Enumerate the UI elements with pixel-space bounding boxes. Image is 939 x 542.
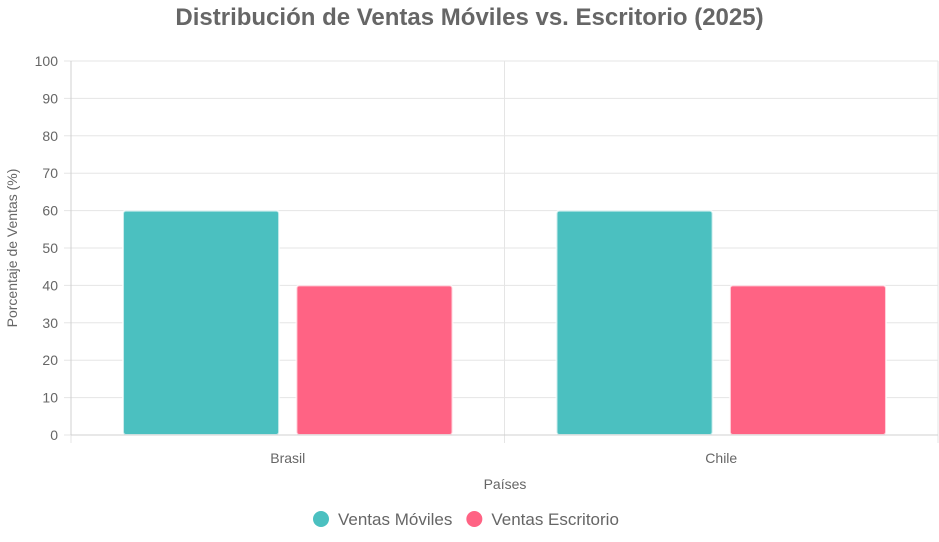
y-tick-label: 70 — [42, 165, 58, 181]
axes: 0 10 20 30 40 50 60 70 80 90 100 Brasil Chile — [35, 53, 938, 466]
y-axis-title: Porcentaje de Ventas (%) — [4, 169, 20, 328]
y-tick-label: 90 — [42, 90, 58, 106]
legend-label: Ventas Escritorio — [491, 510, 619, 529]
y-tick-label: 60 — [42, 203, 58, 219]
x-tick-label: Chile — [705, 450, 737, 466]
legend: Ventas Móviles Ventas Escritorio — [313, 510, 619, 529]
y-tick-label: 30 — [42, 315, 58, 331]
bar-ventas-escritorio-brasil — [295, 284, 454, 436]
y-tick-label: 40 — [42, 277, 58, 293]
x-axis-title: Países — [484, 476, 527, 492]
y-tick-label: 10 — [42, 390, 58, 406]
bar-ventas-escritorio-chile — [728, 284, 887, 436]
legend-marker — [466, 511, 483, 527]
y-tick-label: 100 — [35, 53, 59, 69]
legend-marker — [313, 511, 329, 527]
legend-label: Ventas Móviles — [338, 510, 452, 529]
y-tick-label: 50 — [42, 240, 58, 256]
x-tick-label: Brasil — [270, 450, 305, 466]
y-tick-label: 80 — [42, 128, 58, 144]
y-tick-label: 0 — [50, 427, 58, 443]
bar-ventas-móviles-chile — [555, 209, 714, 436]
y-tick-label: 20 — [42, 352, 58, 368]
chart-title: Distribución de Ventas Móviles vs. Escri… — [175, 4, 764, 31]
bar-ventas-móviles-brasil — [122, 209, 281, 436]
